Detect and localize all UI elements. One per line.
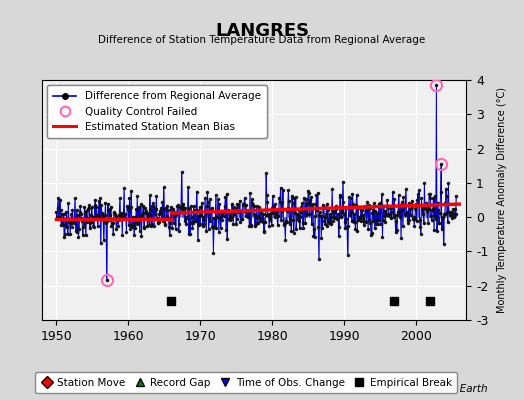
Text: Berkeley Earth: Berkeley Earth xyxy=(411,384,487,394)
Legend: Station Move, Record Gap, Time of Obs. Change, Empirical Break: Station Move, Record Gap, Time of Obs. C… xyxy=(35,372,457,393)
Legend: Difference from Regional Average, Quality Control Failed, Estimated Station Mean: Difference from Regional Average, Qualit… xyxy=(47,85,267,138)
Text: Difference of Station Temperature Data from Regional Average: Difference of Station Temperature Data f… xyxy=(99,35,425,45)
Y-axis label: Monthly Temperature Anomaly Difference (°C): Monthly Temperature Anomaly Difference (… xyxy=(497,87,507,313)
Text: LANGRES: LANGRES xyxy=(215,22,309,40)
